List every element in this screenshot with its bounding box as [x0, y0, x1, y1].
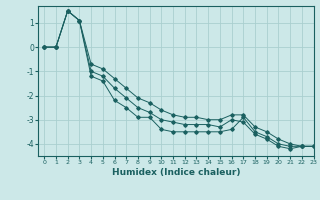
- X-axis label: Humidex (Indice chaleur): Humidex (Indice chaleur): [112, 168, 240, 177]
